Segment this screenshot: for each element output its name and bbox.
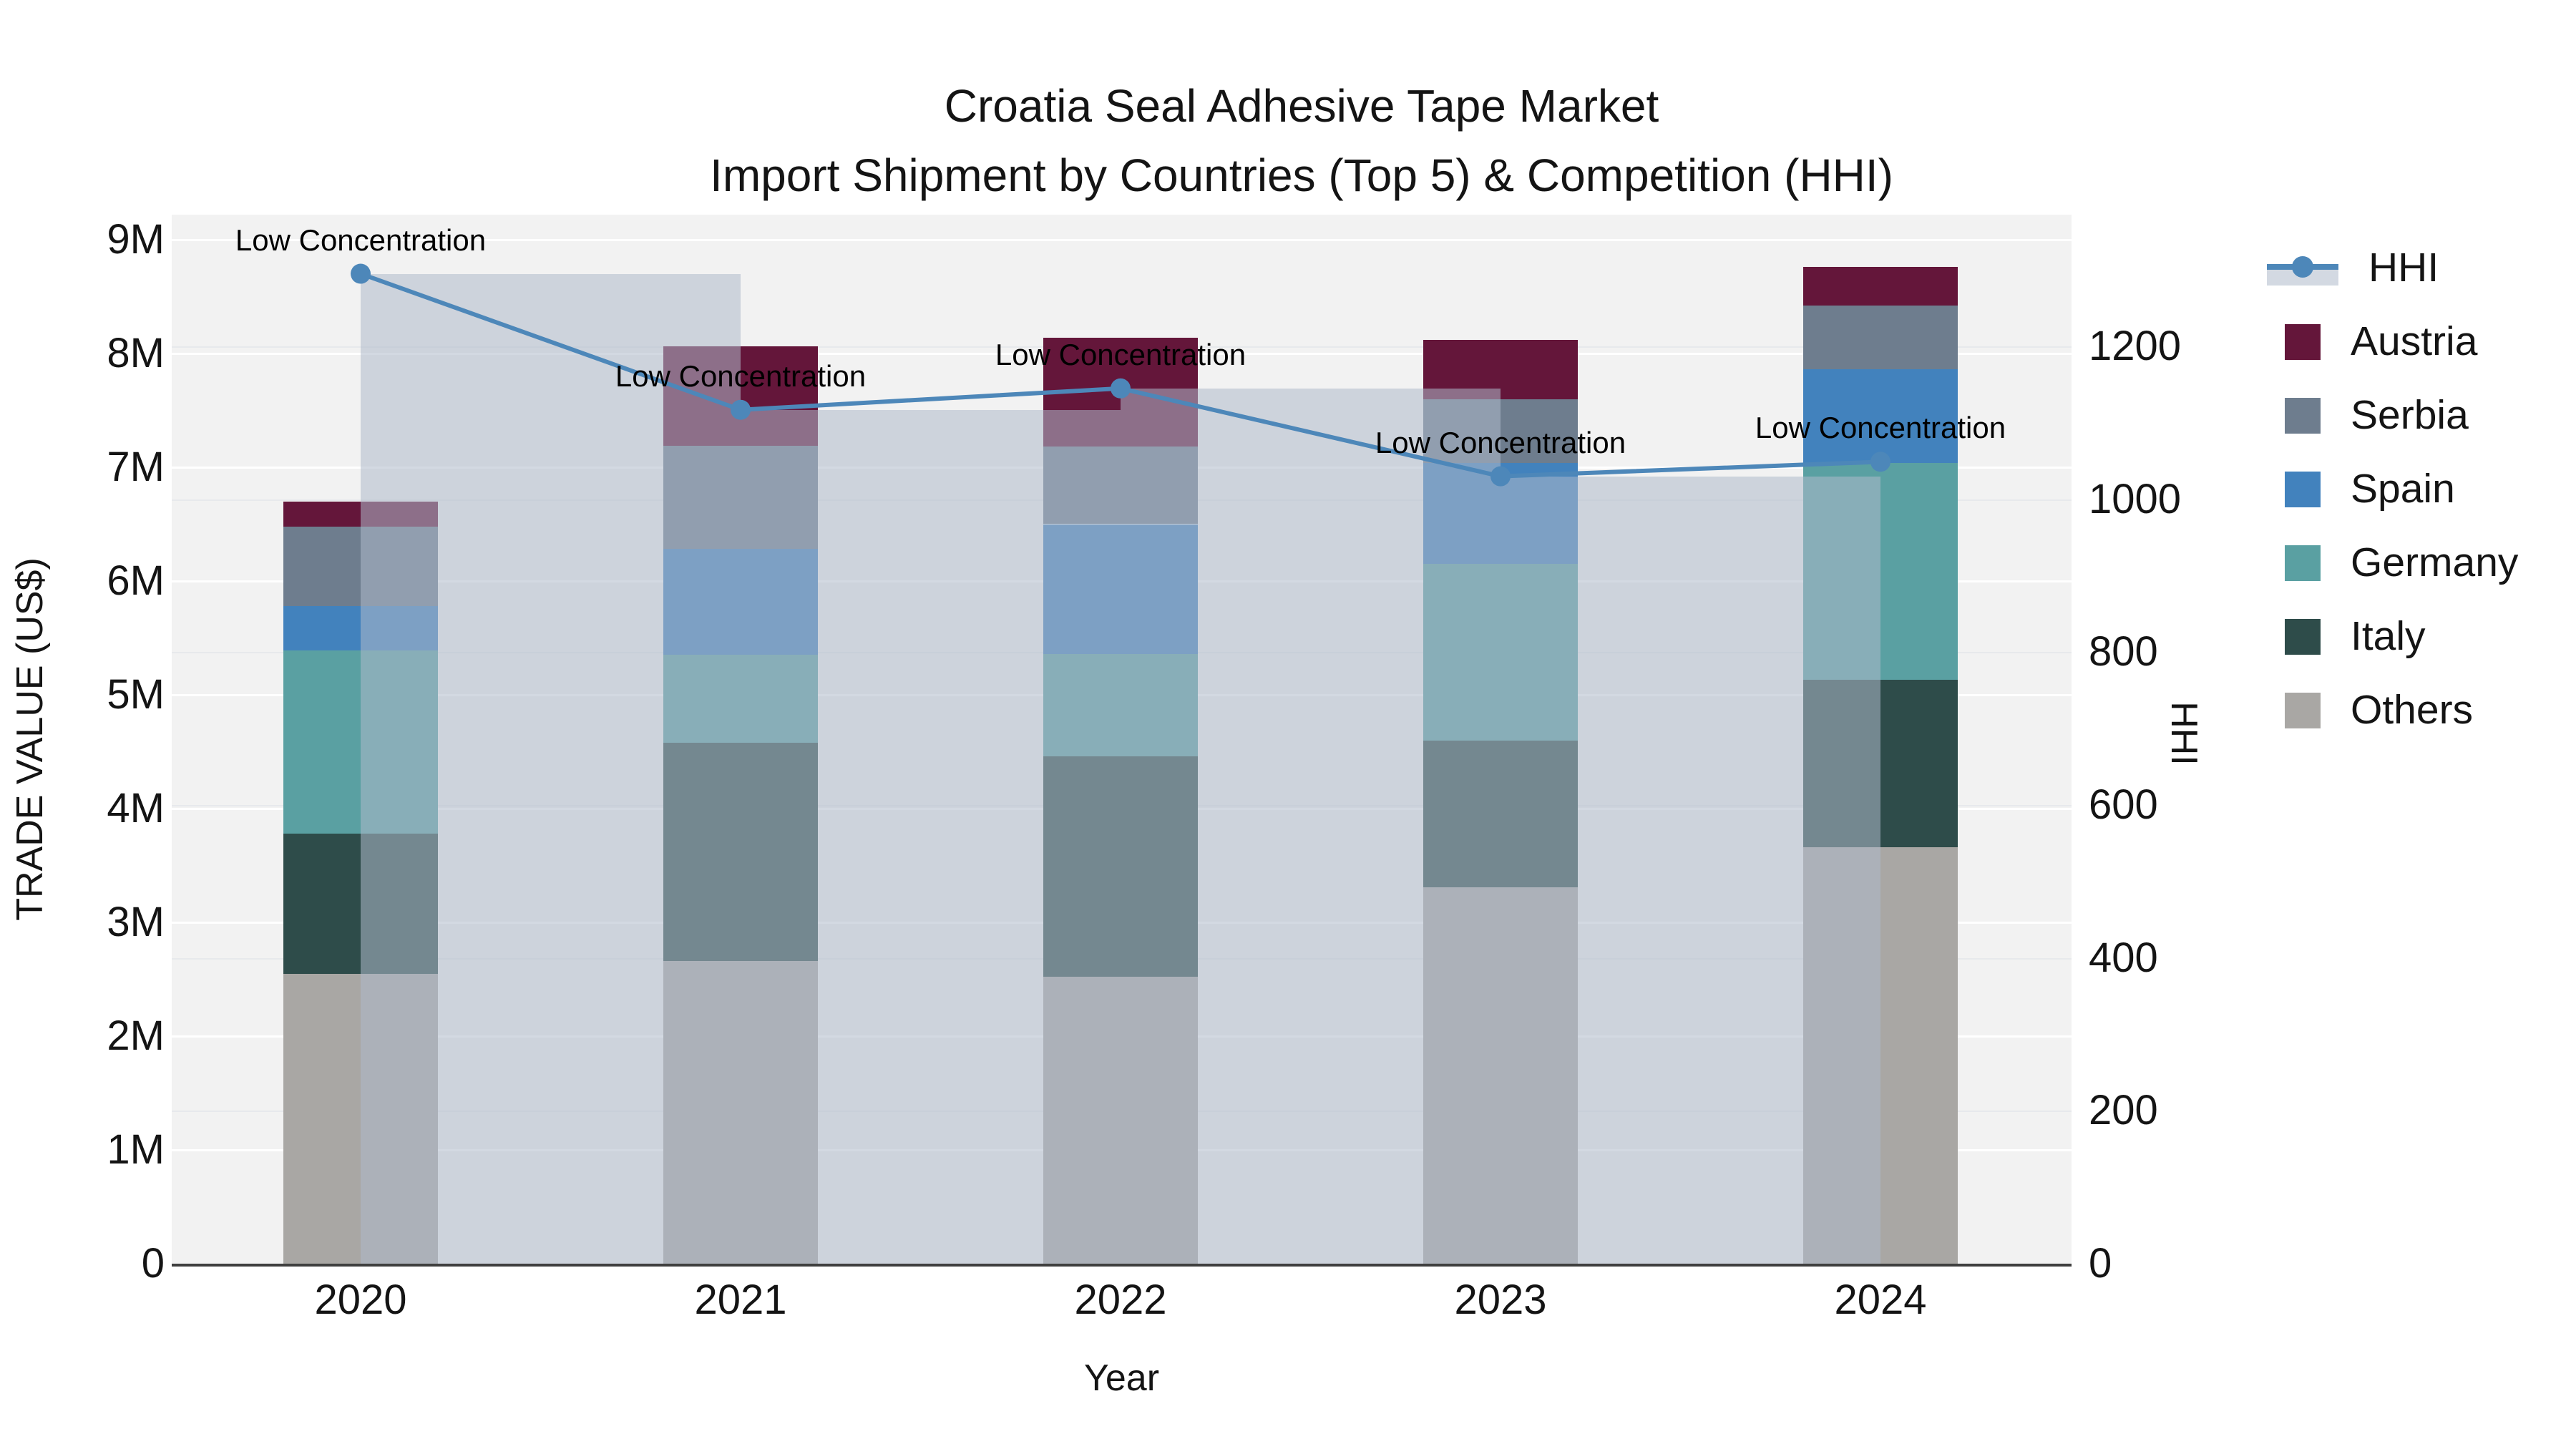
right-tick-1000: 1000: [2089, 475, 2182, 522]
x-tick-2024: 2024: [1834, 1277, 1927, 1323]
legend-label-austria: Austria: [2351, 318, 2478, 364]
bar-2024-serbia: [1803, 306, 1958, 370]
legend-swatch-others-icon: [2285, 692, 2321, 728]
hhi-fill-step: [1501, 476, 1880, 1264]
legend-swatch-germany-icon: [2285, 545, 2321, 581]
annotation-2024: Low Concentration: [1755, 411, 2006, 445]
y-axis-title-right: HHI: [2163, 701, 2205, 766]
annotation-2022: Low Concentration: [995, 337, 1246, 371]
legend-label-serbia: Serbia: [2351, 392, 2469, 438]
legend-item-italy[interactable]: Italy: [2267, 616, 2426, 657]
left-tick-5M: 5M: [107, 671, 165, 718]
legend-label-italy: Italy: [2351, 613, 2426, 659]
right-tick-800: 800: [2089, 628, 2158, 675]
legend-swatch-austria-icon: [2285, 323, 2321, 360]
hhi-marker-2020: [351, 263, 371, 284]
y-axis-title-left: TRADE VALUE (US$): [9, 557, 51, 921]
bar-2024-spain: [1803, 369, 1958, 463]
right-tick-0: 0: [2089, 1240, 2112, 1287]
x-tick-2021: 2021: [694, 1277, 787, 1323]
right-tick-200: 200: [2089, 1087, 2158, 1134]
legend-swatch-serbia-icon: [2285, 397, 2321, 434]
legend-hhi-line-icon: [2267, 248, 2338, 288]
left-tick-2M: 2M: [107, 1013, 165, 1059]
hhi-fill-step: [361, 273, 741, 1264]
right-tick-1200: 1200: [2089, 323, 2182, 370]
left-tick-6M: 6M: [107, 557, 165, 604]
gridline-trade-value: [172, 239, 2072, 241]
x-tick-2022: 2022: [1074, 1277, 1167, 1323]
hhi-fill-step: [1121, 388, 1501, 1264]
left-tick-1M: 1M: [107, 1126, 165, 1173]
legend-item-hhi[interactable]: HHI: [2267, 248, 2439, 288]
left-tick-4M: 4M: [107, 785, 165, 831]
left-tick-8M: 8M: [107, 330, 165, 376]
x-tick-2020: 2020: [314, 1277, 407, 1323]
hhi-line: [359, 271, 1881, 479]
chart-title: Croatia Seal Adhesive Tape Market Import…: [14, 72, 2576, 211]
x-axis-title: Year: [1083, 1357, 1160, 1399]
chart-title-line2: Import Shipment by Countries (Top 5) & C…: [710, 150, 1893, 202]
legend-swatch-spain-icon: [2285, 471, 2321, 507]
annotation-2021: Low Concentration: [615, 358, 867, 393]
legend-label-spain: Spain: [2351, 466, 2455, 512]
hhi-fill-step: [741, 409, 1121, 1264]
right-tick-400: 400: [2089, 934, 2158, 981]
hhi-marker-2023: [1491, 466, 1511, 487]
legend-swatch-italy-icon: [2285, 618, 2321, 655]
legend-item-others[interactable]: Others: [2267, 690, 2473, 731]
legend-label-germany: Germany: [2351, 540, 2519, 585]
left-tick-9M: 9M: [107, 216, 165, 263]
left-tick-3M: 3M: [107, 899, 165, 945]
left-tick-7M: 7M: [107, 444, 165, 490]
left-tick-0: 0: [141, 1240, 165, 1287]
hhi-marker-2024: [1870, 452, 1890, 472]
annotation-2020: Low Concentration: [235, 223, 487, 257]
annotation-2023: Low Concentration: [1375, 425, 1626, 459]
bar-2024-austria: [1803, 267, 1958, 306]
x-tick-2023: 2023: [1454, 1277, 1547, 1323]
legend-item-serbia[interactable]: Serbia: [2267, 395, 2469, 436]
hhi-marker-2021: [731, 399, 751, 420]
hhi-marker-2022: [1111, 378, 1131, 399]
right-tick-600: 600: [2089, 781, 2158, 829]
legend-item-germany[interactable]: Germany: [2267, 542, 2518, 583]
x-axis-line: [172, 1264, 2072, 1267]
legend-item-spain[interactable]: Spain: [2267, 469, 2455, 509]
legend-item-austria[interactable]: Austria: [2267, 321, 2477, 362]
legend-label-hhi: HHI: [2368, 245, 2439, 291]
legend-label-others: Others: [2351, 687, 2474, 733]
chart-title-line1: Croatia Seal Adhesive Tape Market: [944, 80, 1659, 132]
